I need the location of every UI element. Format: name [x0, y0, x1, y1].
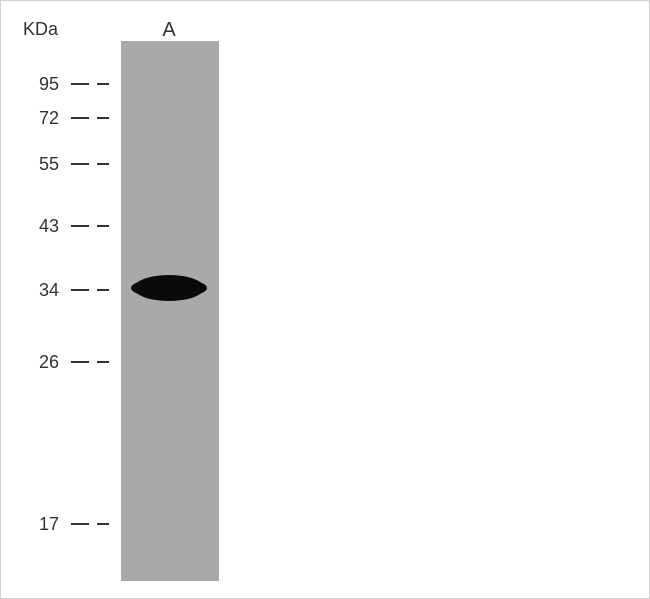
marker-26-tick — [71, 361, 89, 363]
marker-72-tick — [71, 117, 89, 119]
marker-43: 43 — [29, 216, 59, 237]
marker-34: 34 — [29, 280, 59, 301]
western-blot: KDa A 95 72 55 43 34 26 17 — [21, 19, 631, 581]
marker-17-tick2 — [97, 523, 109, 525]
marker-72: 72 — [29, 108, 59, 129]
lane-label-a: A — [159, 19, 179, 42]
blot-lane — [121, 41, 219, 581]
marker-95-tick2 — [97, 83, 109, 85]
marker-55-tick2 — [97, 163, 109, 165]
marker-34-tick2 — [97, 289, 109, 291]
marker-43-tick2 — [97, 225, 109, 227]
marker-34-tick — [71, 289, 89, 291]
unit-label: KDa — [23, 19, 58, 40]
marker-72-tick2 — [97, 117, 109, 119]
marker-43-tick — [71, 225, 89, 227]
band-icon — [121, 41, 219, 581]
marker-26: 26 — [29, 352, 59, 373]
marker-95-tick — [71, 83, 89, 85]
marker-55: 55 — [29, 154, 59, 175]
marker-17: 17 — [29, 514, 59, 535]
marker-26-tick2 — [97, 361, 109, 363]
marker-95: 95 — [29, 74, 59, 95]
marker-17-tick — [71, 523, 89, 525]
marker-55-tick — [71, 163, 89, 165]
